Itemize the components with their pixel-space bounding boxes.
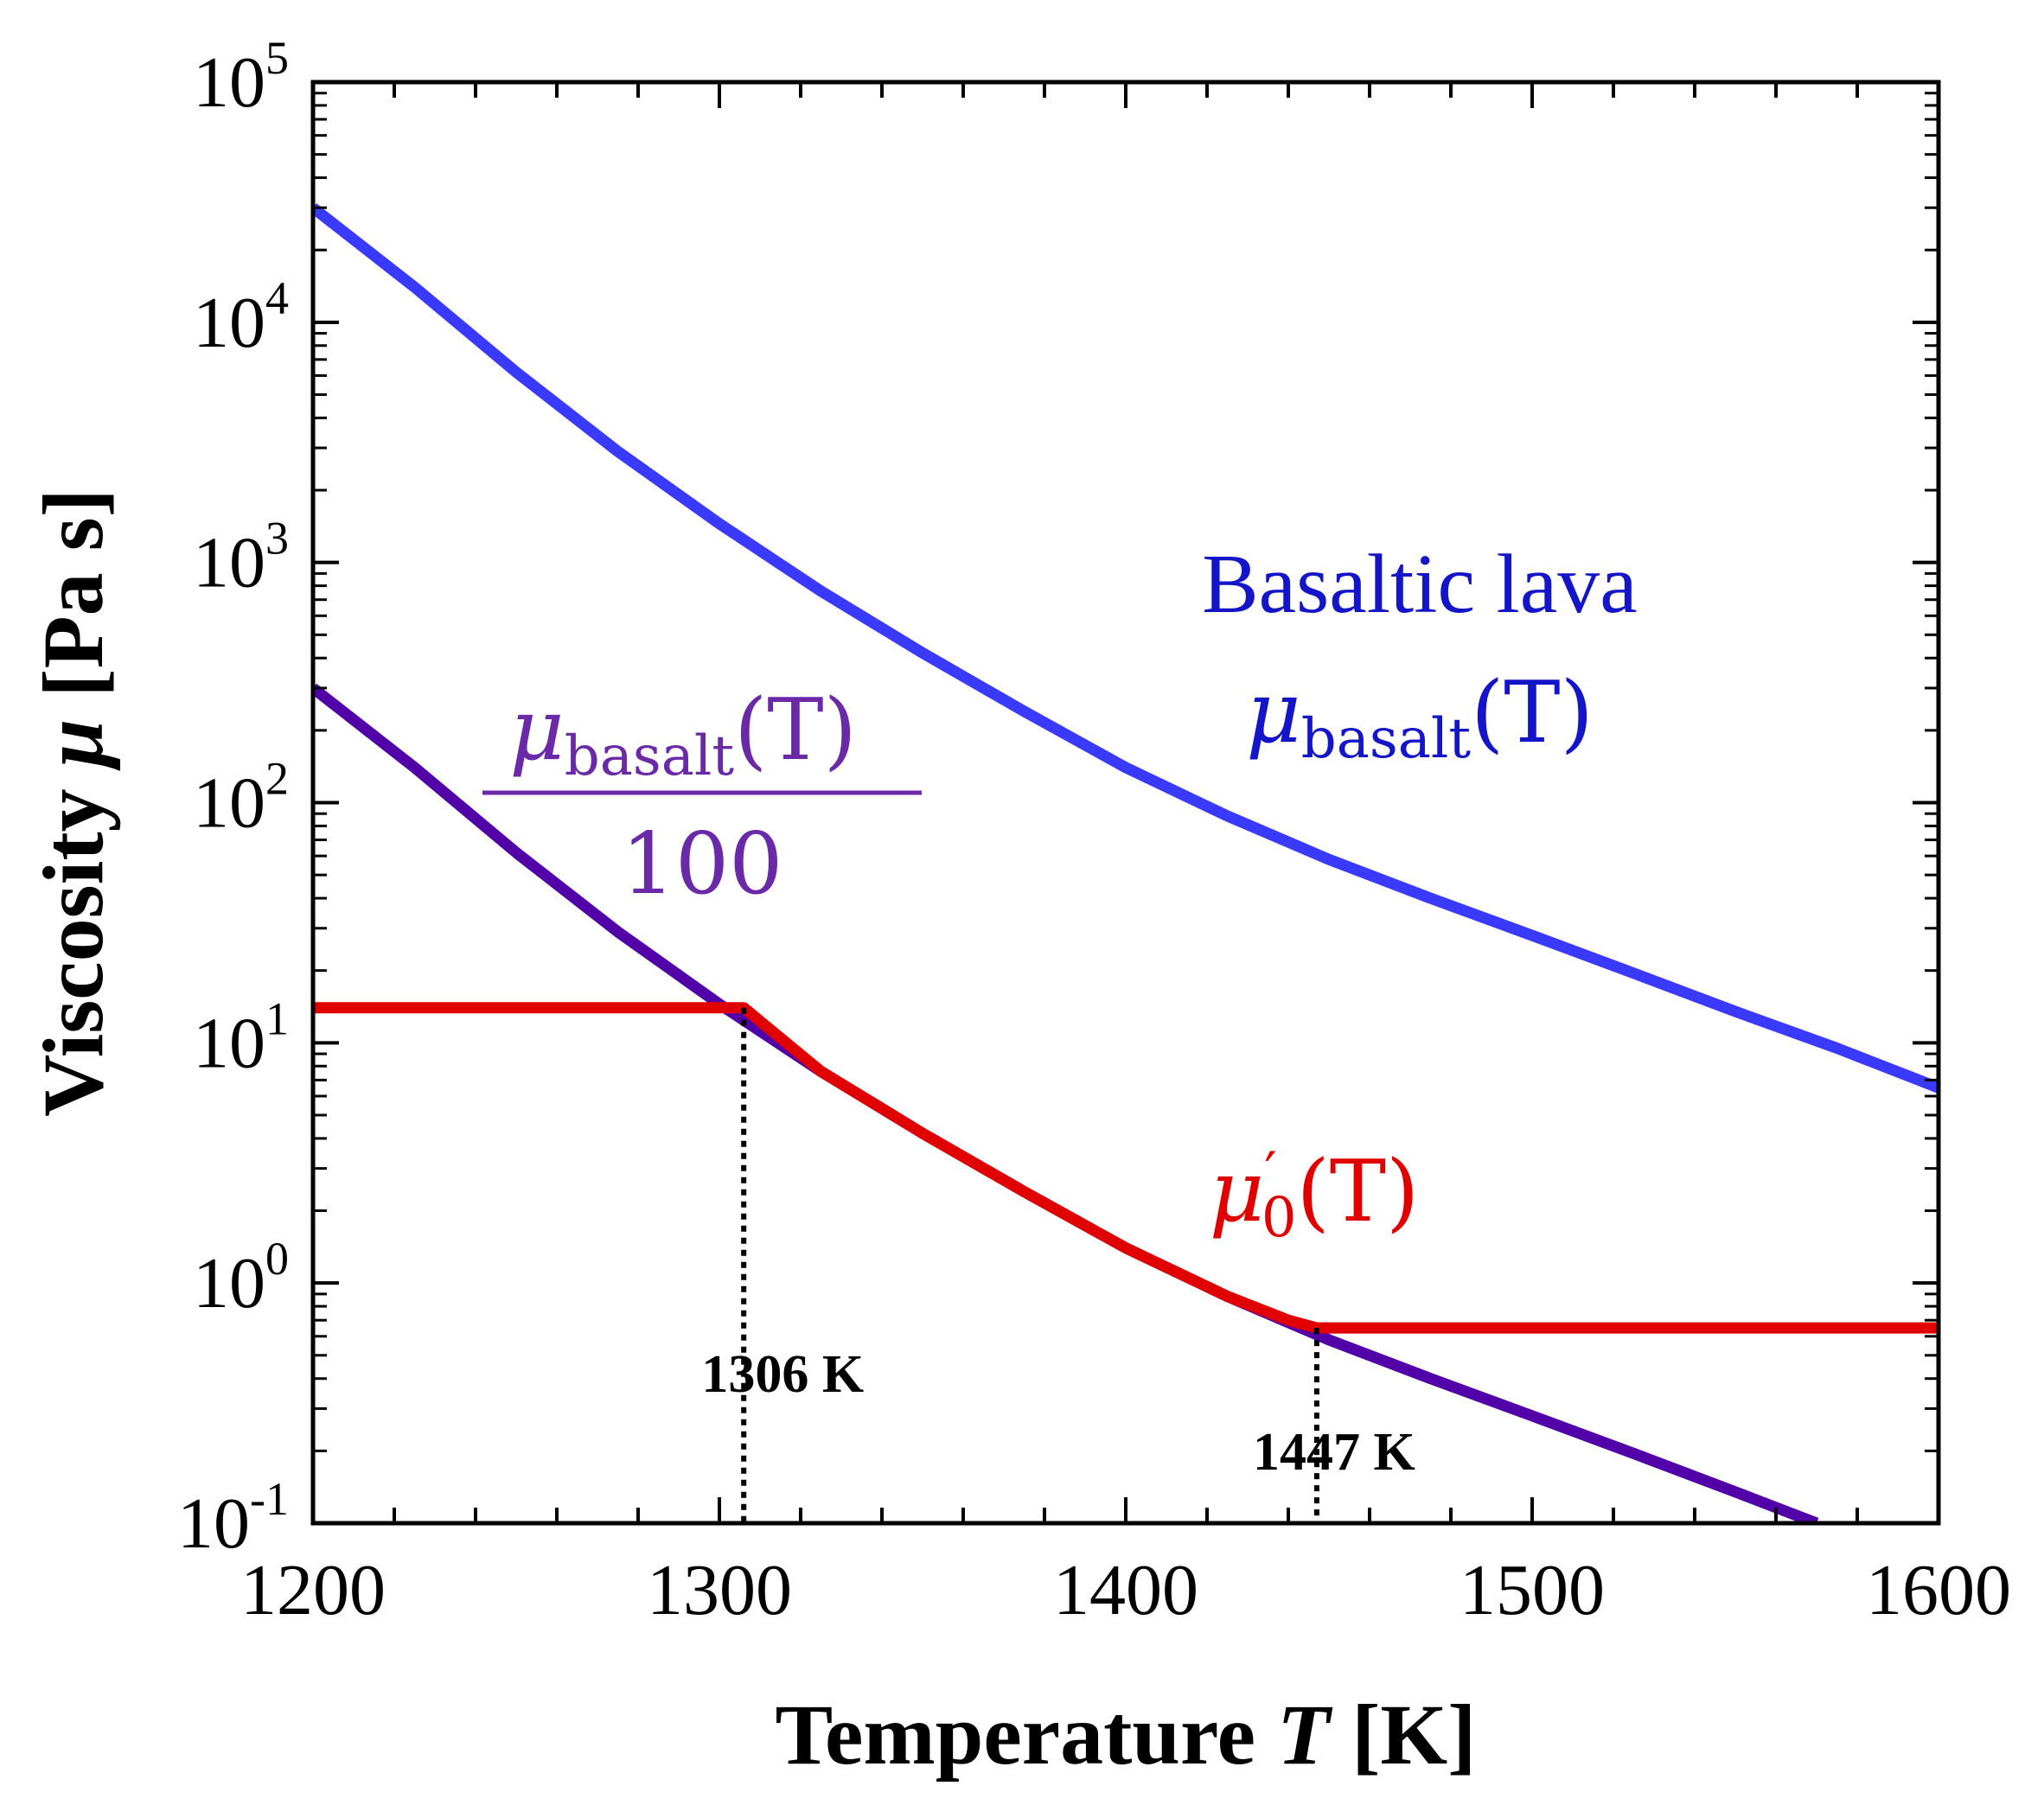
- x-tick-label: 1600: [1866, 1550, 2011, 1630]
- x-tick-label: 1200: [240, 1550, 386, 1630]
- label-mu0-formula: μ′ 0(T): [1210, 1141, 1420, 1250]
- y-tick-label: 10-1: [177, 1473, 289, 1564]
- label-sub: 0: [1262, 1186, 1297, 1250]
- x-axis-title-suffix: [K]: [1330, 1687, 1476, 1783]
- ticks-layer: [311, 80, 1940, 1525]
- label-prime: ′: [1264, 1141, 1277, 1205]
- annotation-label-0: 1306 K: [701, 1345, 864, 1404]
- y-tick-label: 105: [193, 32, 289, 123]
- y-tick-label: 104: [193, 272, 289, 363]
- y-tick-label: 101: [193, 992, 289, 1083]
- label-basaltic-lava: Basaltic lava μbasalt(T): [1202, 538, 1637, 771]
- plot-frame: [310, 80, 1941, 1526]
- label-arg: (T): [734, 681, 857, 780]
- label-basaltic-lava-formula: μbasalt(T): [1246, 664, 1594, 771]
- label-basaltic-lava-line1: Basaltic lava: [1202, 538, 1637, 631]
- curves-layer: [313, 203, 1939, 1523]
- y-tick-label: 102: [193, 753, 289, 844]
- label-arg: (T): [1297, 1143, 1420, 1241]
- label-basalt-over-100: μbasalt(T) 100: [482, 681, 922, 914]
- y-axis-title: Viscosity μ [Pa s]: [25, 488, 121, 1117]
- x-tick-label: 1300: [647, 1550, 792, 1630]
- y-tick-label: 103: [193, 513, 289, 603]
- annotation-label-1: 1447 K: [1253, 1423, 1415, 1482]
- y-axis-title-var: μ: [25, 719, 121, 772]
- label-fraction-denominator: 100: [621, 815, 782, 914]
- y-axis-title-suffix: [Pa s]: [25, 488, 121, 719]
- x-axis-title: Temperature T [K]: [776, 1687, 1477, 1783]
- label-mu: μ: [1246, 664, 1301, 762]
- annotation-lines-layer: [741, 1007, 1319, 1523]
- series-line-1: [313, 683, 1819, 1523]
- label-mu: μ: [1210, 1143, 1265, 1241]
- series-line-0: [313, 203, 1939, 1094]
- label-mu0-prime: μ′ 0(T): [1210, 1141, 1420, 1250]
- x-axis-title-prefix: Temperature: [776, 1687, 1277, 1783]
- label-sub: basalt: [565, 724, 735, 788]
- label-arg: (T): [1471, 664, 1594, 762]
- x-axis-title-var: T: [1277, 1687, 1333, 1783]
- label-fraction-numerator: μbasalt(T): [509, 681, 857, 788]
- series-line-2: [313, 1002, 1939, 1334]
- label-sub: basalt: [1301, 707, 1472, 771]
- tick-labels-layer: 1306 K 1447 K 1200 1300 1400 1500 1600 10-1 100 1…: [177, 32, 2011, 1630]
- y-tick-label: 100: [193, 1233, 289, 1323]
- label-mu: μ: [509, 681, 565, 780]
- x-tick-label: 1400: [1053, 1550, 1198, 1630]
- y-axis-title-prefix: Viscosity: [25, 767, 121, 1117]
- x-tick-label: 1500: [1460, 1550, 1605, 1630]
